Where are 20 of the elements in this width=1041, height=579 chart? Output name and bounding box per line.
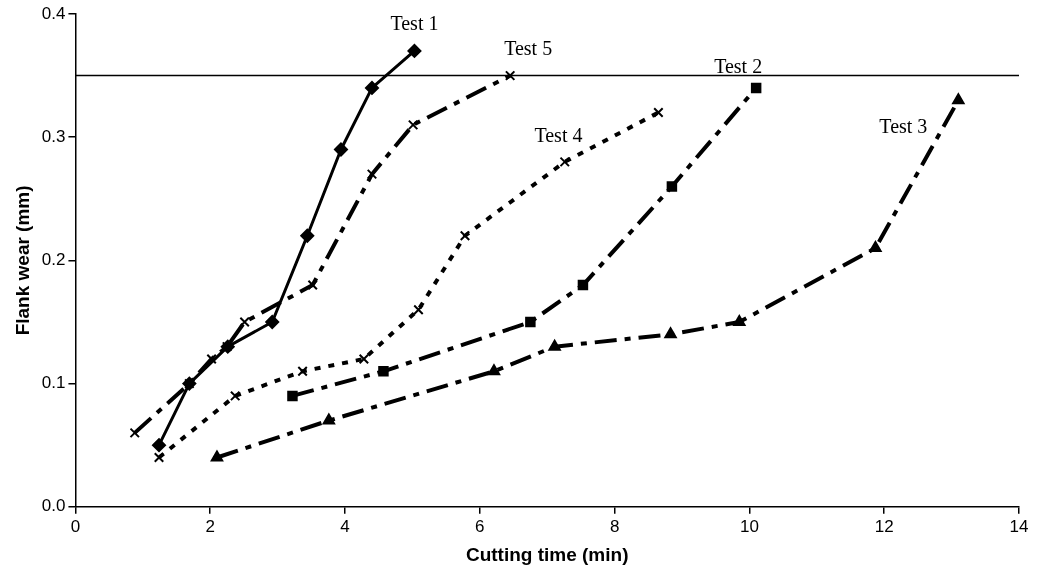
x-tick-label: 4 [340,516,350,536]
series-label: Test 4 [534,123,583,146]
series-label: Test 5 [504,36,553,59]
y-tick-label: 0.2 [41,250,66,270]
y-tick-label: 0.0 [41,496,66,516]
series-label: Test 2 [714,55,763,78]
x-tick-label: 6 [475,516,485,536]
series-label: Test 1 [390,12,439,35]
y-tick-label: 0.4 [41,3,66,23]
y-tick-label: 0.1 [41,373,66,393]
y-tick-label: 0.3 [41,126,66,146]
x-tick-label: 14 [1009,516,1029,536]
x-tick-label: 2 [205,516,215,536]
x-axis-title: Cutting time (min) [465,543,629,565]
series-label: Test 3 [879,115,928,138]
y-axis-title: Flank wear (mm) [11,185,33,336]
x-tick-label: 8 [609,516,620,536]
x-tick-label: 10 [739,516,759,536]
x-tick-label: 12 [874,516,894,536]
x-tick-label: 0 [70,516,81,536]
